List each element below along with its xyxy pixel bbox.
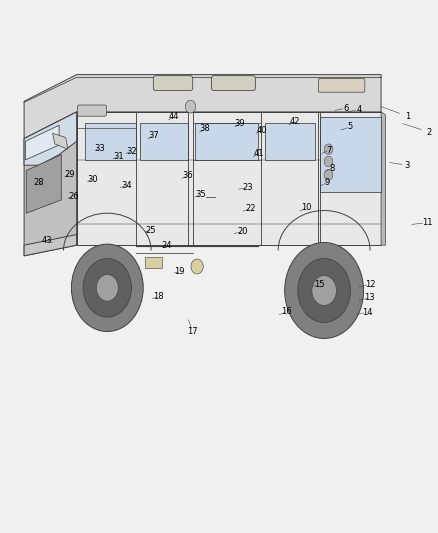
Text: 43: 43 [42,237,53,245]
FancyBboxPatch shape [318,78,365,92]
Polygon shape [265,123,315,160]
Text: 14: 14 [362,308,372,317]
Text: 15: 15 [314,280,325,289]
Circle shape [324,144,333,155]
Text: 33: 33 [95,144,105,152]
Text: 22: 22 [245,205,256,213]
Text: 35: 35 [195,190,205,199]
Text: 11: 11 [422,219,432,227]
Text: 32: 32 [126,147,137,156]
Polygon shape [140,123,188,160]
Text: 8: 8 [329,164,335,173]
Polygon shape [320,117,381,192]
Polygon shape [77,112,381,245]
Text: 18: 18 [153,293,164,301]
Circle shape [312,276,336,305]
Circle shape [298,259,350,322]
Circle shape [83,259,131,317]
Polygon shape [26,155,61,213]
Text: 25: 25 [146,226,156,235]
Text: 29: 29 [64,171,74,179]
Text: 9: 9 [325,178,330,187]
Circle shape [324,169,333,180]
Circle shape [191,259,203,274]
Text: 24: 24 [161,241,172,249]
Polygon shape [25,125,59,160]
Circle shape [285,243,364,338]
Text: 38: 38 [200,125,210,133]
Text: 19: 19 [174,268,185,276]
Text: 5: 5 [348,123,353,131]
Text: 41: 41 [253,149,264,158]
Text: 31: 31 [113,152,124,161]
Text: 12: 12 [365,280,375,289]
Text: 20: 20 [238,228,248,236]
Text: 36: 36 [182,172,193,180]
Text: 1: 1 [405,112,410,120]
Text: 7: 7 [326,146,331,155]
FancyBboxPatch shape [212,76,255,91]
Text: 30: 30 [88,175,98,183]
Polygon shape [24,235,77,256]
FancyBboxPatch shape [78,105,106,116]
Polygon shape [53,133,68,149]
Text: 28: 28 [33,178,44,187]
Text: 40: 40 [257,126,267,135]
Text: 44: 44 [169,112,180,120]
Text: 10: 10 [301,204,312,212]
Text: 37: 37 [148,132,159,140]
Text: 23: 23 [242,183,253,192]
Text: 17: 17 [187,327,198,336]
Polygon shape [85,123,136,160]
Polygon shape [24,75,381,139]
Text: 39: 39 [235,119,245,128]
Polygon shape [195,123,258,160]
Text: 34: 34 [121,181,131,190]
Text: 26: 26 [68,192,79,200]
Text: 13: 13 [364,294,375,302]
Text: 3: 3 [405,161,410,169]
Circle shape [96,274,118,301]
Text: 6: 6 [343,104,349,112]
FancyBboxPatch shape [153,76,193,91]
Circle shape [71,244,143,332]
Text: 2: 2 [427,128,432,136]
Text: 42: 42 [290,117,300,126]
Circle shape [185,100,196,113]
Polygon shape [24,112,77,165]
Polygon shape [381,112,385,245]
Text: 16: 16 [282,308,292,316]
Polygon shape [24,112,77,256]
Circle shape [324,156,333,167]
Polygon shape [145,257,162,268]
Text: 4: 4 [357,105,362,114]
